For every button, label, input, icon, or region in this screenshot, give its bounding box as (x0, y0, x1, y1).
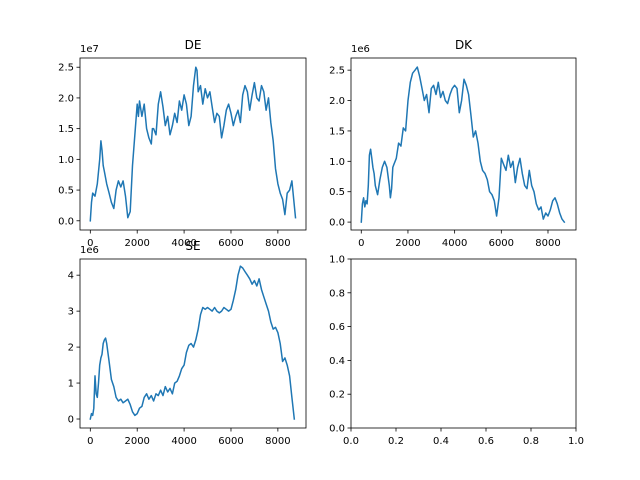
y-tick-label: 0.0 (329, 424, 345, 435)
x-tick-label: 8000 (265, 436, 290, 447)
y-tick-label: 2.0 (58, 93, 74, 104)
x-tick-label: 0.2 (388, 436, 404, 447)
y-tick-label: 0.4 (329, 356, 345, 367)
series-line-se-0 (89, 265, 296, 420)
axes-frame (79, 258, 307, 429)
x-tick-label: 1.0 (568, 436, 584, 447)
x-tick-label: 0.8 (523, 436, 539, 447)
x-tick-label: 2000 (395, 238, 420, 249)
y-tick-label: 1.5 (58, 124, 74, 135)
x-tick-label: 0 (87, 238, 93, 249)
subplot-title: SE (185, 239, 200, 253)
y-tick-label: 0.0 (329, 218, 345, 229)
series-line-de-0 (89, 66, 297, 222)
y-tick-label: 1.5 (329, 126, 345, 137)
x-tick-label: 4000 (171, 238, 196, 249)
offset-label: 1e7 (80, 44, 99, 55)
y-tick-label: 2.5 (58, 63, 74, 74)
axes-frame (79, 57, 307, 231)
y-tick-label: 0.2 (329, 390, 345, 401)
y-tick-label: 2.0 (329, 96, 345, 107)
x-tick-label: 0.0 (343, 436, 359, 447)
y-tick-label: 3 (68, 307, 74, 318)
subplot-title: DK (455, 38, 473, 52)
axes-frame (350, 258, 577, 429)
y-tick-label: 0.6 (329, 322, 345, 333)
subplot-se: 0 2000 4000 6000 8000 0 1 2 3 4 1e6 SE (68, 239, 307, 447)
x-tick-label: 6000 (489, 238, 514, 249)
y-tick-label: 4 (68, 271, 74, 282)
y-tick-label: 0 (68, 415, 74, 426)
x-tick-label: 4000 (442, 238, 467, 249)
axes-frame (350, 57, 577, 231)
series-line-dk-0 (360, 66, 566, 224)
x-tick-label: 2000 (124, 238, 149, 249)
x-tick-label: 6000 (218, 436, 243, 447)
subplot-title: DE (185, 38, 202, 52)
y-tick-label: 1.0 (58, 155, 74, 166)
y-tick-label: 0.8 (329, 288, 345, 299)
x-tick-label: 8000 (535, 238, 560, 249)
x-tick-label: 0 (358, 238, 364, 249)
subplot-de: 0 2000 4000 6000 8000 0.0 0.5 1.0 1.5 2.0 2.5 1e7 DE (58, 38, 307, 249)
x-tick-label: 6000 (218, 238, 243, 249)
x-tick-label: 0.4 (433, 436, 449, 447)
x-tick-label: 0 (87, 436, 93, 447)
x-tick-label: 2000 (124, 436, 149, 447)
y-tick-label: 2.5 (329, 66, 345, 77)
x-tick-label: 0.6 (478, 436, 494, 447)
y-tick-label: 1.0 (329, 255, 345, 266)
subplot-empty: 0.0 0.2 0.4 0.6 0.8 1.0 0.0 0.2 0.4 0.6 0.8 1.0 (329, 255, 584, 448)
y-tick-label: 0.5 (329, 187, 345, 198)
x-tick-label: 4000 (171, 436, 196, 447)
offset-label: 1e6 (351, 44, 370, 55)
y-tick-label: 2 (68, 343, 74, 354)
x-tick-label: 8000 (265, 238, 290, 249)
offset-label: 1e6 (80, 245, 99, 256)
y-tick-label: 1 (68, 379, 74, 390)
y-tick-label: 0.5 (58, 186, 74, 197)
subplot-dk: 0 2000 4000 6000 8000 0.0 0.5 1.0 1.5 2.0 2.5 1e6 DK (329, 38, 577, 249)
y-tick-label: 0.0 (58, 216, 74, 227)
y-tick-label: 1.0 (329, 157, 345, 168)
